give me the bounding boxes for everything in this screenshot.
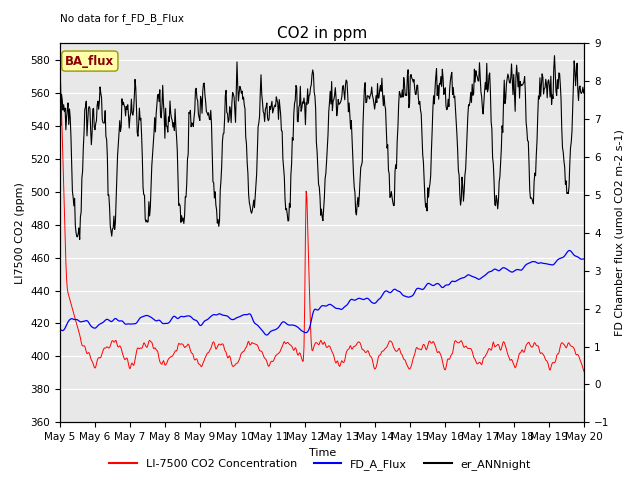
Text: BA_flux: BA_flux [65,55,115,68]
Y-axis label: LI7500 CO2 (ppm): LI7500 CO2 (ppm) [15,182,25,284]
Legend: LI-7500 CO2 Concentration, FD_A_Flux, er_ANNnight: LI-7500 CO2 Concentration, FD_A_Flux, er… [104,455,536,474]
Title: CO2 in ppm: CO2 in ppm [277,25,367,41]
Text: No data for f_FD_B_Flux: No data for f_FD_B_Flux [60,13,184,24]
X-axis label: Time: Time [308,448,336,457]
Y-axis label: FD Chamber flux (umol CO2 m-2 s-1): FD Chamber flux (umol CO2 m-2 s-1) [615,130,625,336]
